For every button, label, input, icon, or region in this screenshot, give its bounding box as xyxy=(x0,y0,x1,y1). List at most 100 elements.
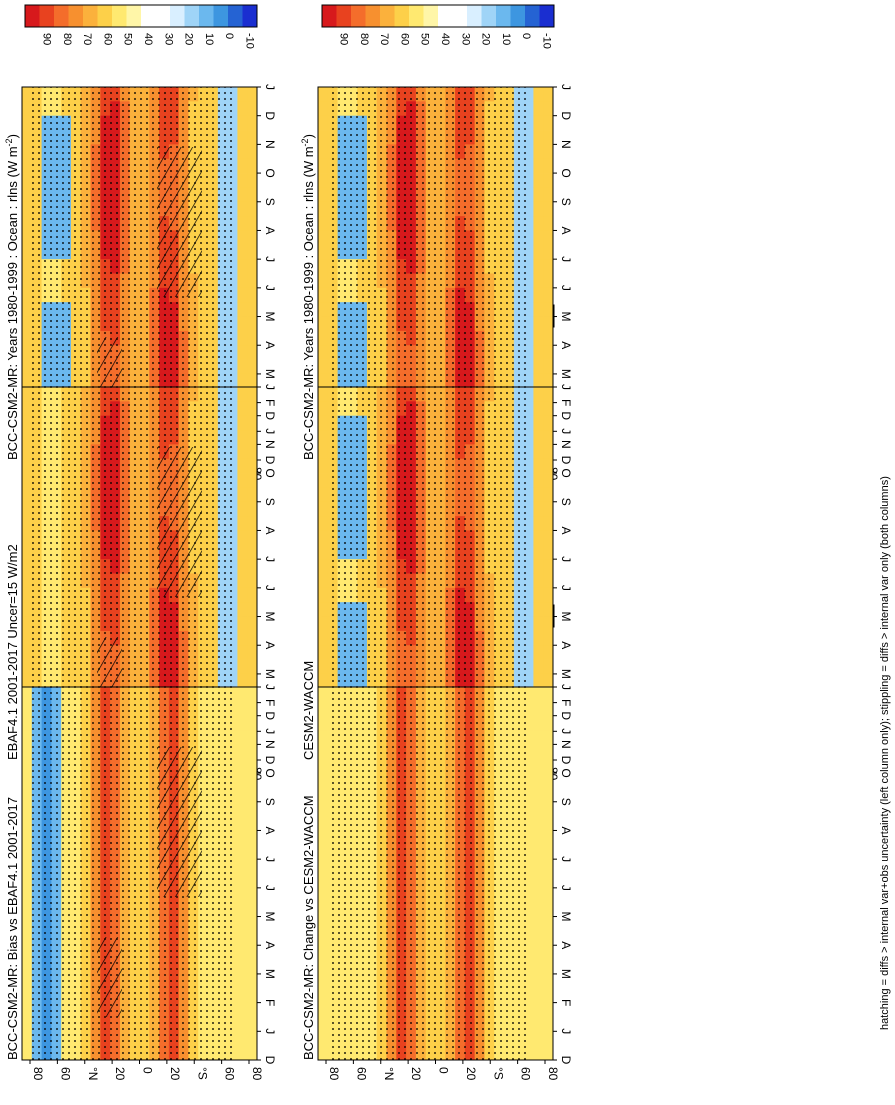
heatmap-cell xyxy=(318,173,329,188)
heatmap-cell xyxy=(318,673,329,689)
month-tick-label: J xyxy=(263,256,277,262)
hatching-overlay xyxy=(157,747,202,897)
heatmap-cell xyxy=(237,430,248,445)
heatmap-cell xyxy=(543,602,554,617)
heatmap-cell xyxy=(237,744,248,760)
month-tick-label: J xyxy=(559,885,573,891)
heatmap-cell xyxy=(22,887,33,903)
heatmap-cell xyxy=(543,359,554,375)
heatmap-cell xyxy=(237,945,248,960)
month-tick-label: A xyxy=(559,826,573,834)
heatmap-cell xyxy=(318,573,329,589)
heatmap-cell xyxy=(227,387,238,402)
month-tick-label: S xyxy=(263,198,277,206)
colorbar-swatch xyxy=(496,5,511,27)
heatmap-cell xyxy=(543,930,554,946)
month-tick-label: D xyxy=(263,111,277,120)
heatmap-cell xyxy=(22,616,33,632)
lat-tick-label: 80 xyxy=(31,1067,45,1081)
heatmap-cell xyxy=(227,516,238,531)
heatmap-cell xyxy=(22,216,33,231)
heatmap-cell xyxy=(543,559,554,574)
heatmap-cell xyxy=(247,573,258,589)
heatmap-cell xyxy=(247,787,258,803)
heatmap-cell xyxy=(533,715,544,731)
month-tick-label: O xyxy=(263,168,277,177)
heatmap-cell xyxy=(227,302,238,317)
heatmap-cell xyxy=(237,244,248,260)
heatmap-cell xyxy=(227,773,238,788)
heatmap-cell xyxy=(318,430,329,445)
heatmap-cell xyxy=(523,873,534,889)
heatmap-cell xyxy=(227,816,238,831)
heatmap-cell xyxy=(22,844,33,860)
heatmap-cell xyxy=(523,1031,534,1047)
heatmap-cell xyxy=(22,830,33,846)
heatmap-cell xyxy=(523,559,534,574)
heatmap-cell xyxy=(237,302,248,317)
heatmap-cell xyxy=(247,516,258,531)
heatmap-cell xyxy=(227,973,238,989)
month-tick-label: J xyxy=(263,856,277,862)
heatmap-cell xyxy=(533,687,544,702)
month-tick-label: A xyxy=(559,641,573,649)
heatmap-cell xyxy=(22,730,33,745)
month-tick-label: F xyxy=(263,999,277,1006)
heatmap-cell xyxy=(247,715,258,731)
heatmap-cell xyxy=(22,602,33,617)
month-tick-label: F xyxy=(559,699,573,706)
heatmap-cell xyxy=(247,316,258,332)
heatmap-cell xyxy=(22,430,33,445)
heatmap-cell xyxy=(227,430,238,445)
heatmap-cell xyxy=(533,387,544,402)
heatmap-cell xyxy=(22,673,33,689)
heatmap-cell xyxy=(318,87,329,102)
heatmap-cell xyxy=(237,373,248,389)
heatmap-cell xyxy=(227,330,238,346)
heatmap-cell xyxy=(22,173,33,188)
heatmap-cell xyxy=(533,373,544,389)
heatmap-cell xyxy=(247,1031,258,1047)
heatmap-cell xyxy=(533,930,544,946)
heatmap-cell xyxy=(237,87,248,102)
heatmap-cell xyxy=(533,530,544,546)
heatmap-cell xyxy=(227,87,238,102)
panel-title: CESM2-WACCM xyxy=(301,661,316,760)
heatmap-cell xyxy=(543,659,554,675)
colorbar-swatch xyxy=(365,5,381,27)
heatmap-cell xyxy=(318,359,329,375)
heatmap-cell xyxy=(318,187,329,203)
heatmap-cell xyxy=(22,715,33,731)
month-tick-label: D xyxy=(263,756,277,765)
heatmap-cell xyxy=(22,87,33,102)
heatmap-cell xyxy=(533,988,544,1004)
heatmap-cell xyxy=(318,744,329,760)
colorbar-label: 10 xyxy=(500,33,512,45)
heatmap-cell xyxy=(227,158,238,174)
month-tick-label: M xyxy=(263,969,277,979)
heatmap-cell xyxy=(523,988,534,1004)
heatmap-cell xyxy=(227,730,238,745)
heatmap-cell xyxy=(523,787,534,803)
colorbar-swatch xyxy=(25,5,40,27)
heatmap-cell xyxy=(227,544,238,560)
heatmap-cell xyxy=(523,959,534,975)
heatmap-cell xyxy=(543,859,554,874)
heatmap-cell xyxy=(523,458,534,474)
heatmap-cell xyxy=(533,287,544,303)
heatmap-cell xyxy=(237,887,248,903)
heatmap-cell xyxy=(318,945,329,960)
heatmap-cell xyxy=(22,158,33,174)
colorbar-swatch xyxy=(228,5,243,27)
month-tick-label: S xyxy=(559,798,573,806)
month-tick-label: M xyxy=(559,669,573,679)
heatmap-cell xyxy=(533,401,544,417)
heatmap-cell xyxy=(247,744,258,760)
colorbar-label: 20 xyxy=(480,33,492,45)
heatmap-cell xyxy=(237,687,248,702)
month-tick-label: M xyxy=(559,312,573,322)
heatmap-cell xyxy=(523,801,534,817)
lat-tick-label: 20 xyxy=(409,1067,423,1081)
heatmap-cell xyxy=(247,773,258,788)
heatmap-cell xyxy=(247,302,258,317)
